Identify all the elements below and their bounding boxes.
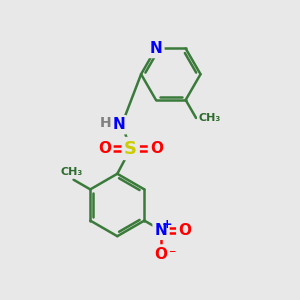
Text: N: N (150, 41, 162, 56)
Text: O: O (178, 223, 191, 238)
Text: S: S (124, 140, 137, 158)
Text: +: + (162, 218, 172, 231)
Text: N: N (155, 223, 167, 238)
Text: CH₃: CH₃ (61, 167, 83, 177)
Text: O: O (98, 141, 111, 156)
Text: N: N (112, 117, 125, 132)
Text: CH₃: CH₃ (198, 113, 221, 123)
Text: ⁻: ⁻ (168, 247, 175, 261)
Text: O: O (154, 247, 168, 262)
Text: O: O (150, 141, 163, 156)
Text: H: H (100, 116, 111, 130)
